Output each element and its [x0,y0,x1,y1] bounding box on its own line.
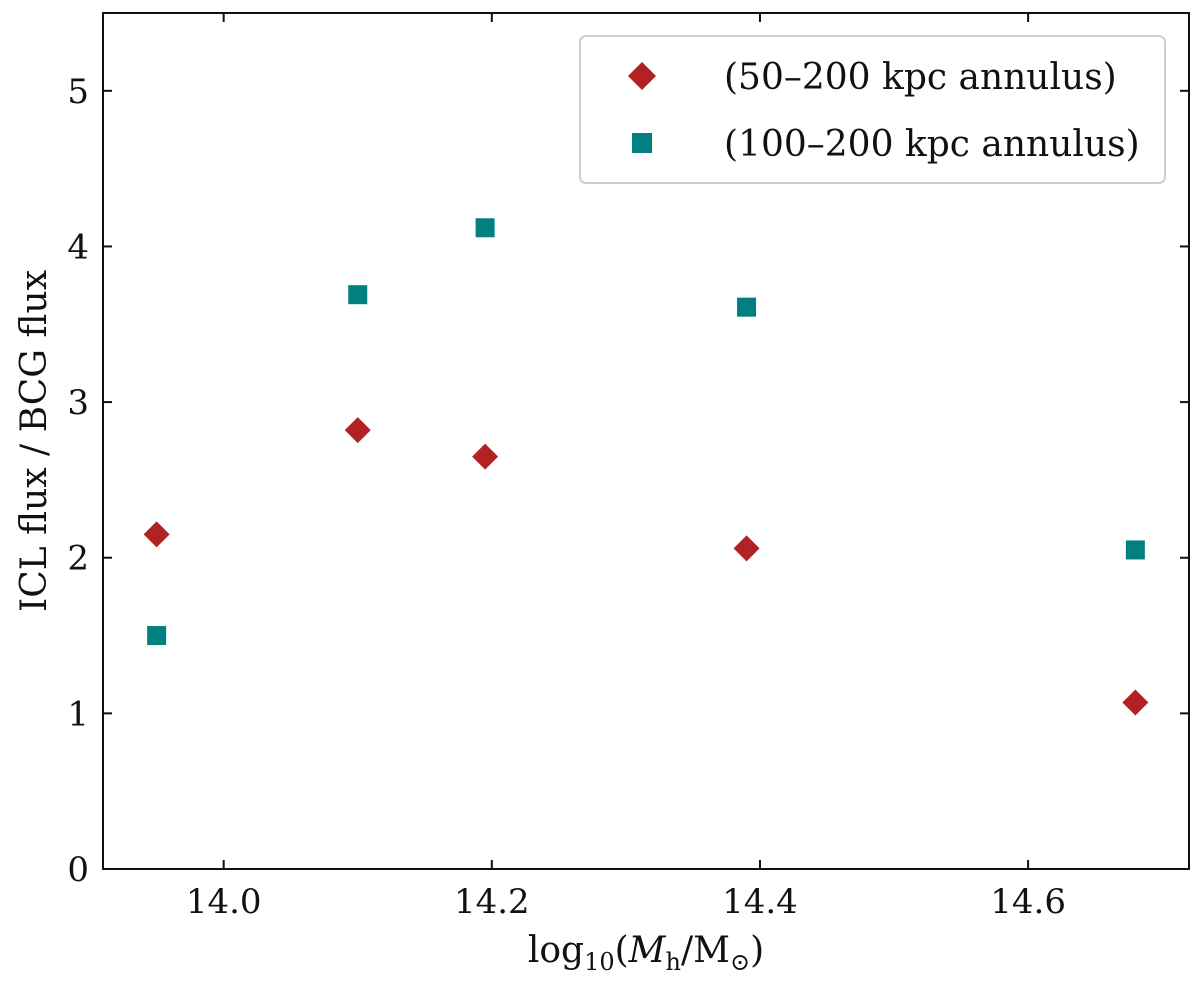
x-tick-label: 14.0 [186,882,262,922]
y-tick-label: 2 [67,539,89,579]
y-tick-label: 0 [67,850,89,890]
y-tick-label: 4 [67,227,89,267]
data-point-diamond [472,443,499,470]
x-tick-label: 14.6 [990,882,1066,922]
y-axis-title: ICL flux / BCG flux [14,270,55,612]
data-point-square [1125,540,1145,560]
data-point-square [348,285,368,305]
data-point-diamond [344,417,371,444]
y-tick-label: 5 [67,72,89,112]
legend: (50–200 kpc annulus) (100–200 kpc annulu… [579,35,1166,184]
x-tick-label: 14.2 [454,882,530,922]
legend-label-series-1: (100–200 kpc annulus) [724,124,1140,165]
data-points [143,218,1149,716]
x-tick-label: 14.4 [722,882,798,922]
data-point-square [147,626,167,646]
legend-box [579,35,1166,184]
legend-label-series-0: (50–200 kpc annulus) [724,57,1117,98]
data-point-diamond [143,521,170,548]
y-tick-label: 1 [67,694,89,734]
plot-frame [102,12,1190,870]
data-point-diamond [733,535,760,562]
y-axis-ticks: 0 1 2 3 4 5 [67,72,1189,890]
data-point-square [475,218,495,238]
y-tick-label: 3 [67,383,89,423]
legend-marker-square [632,133,652,153]
x-axis-ticks: 14.0 14.2 14.4 14.6 [186,13,1066,922]
x-axis-title: log10(Mh/M⊙) [528,930,764,976]
data-point-square [737,297,757,317]
data-point-diamond [1122,689,1149,716]
legend-marker-diamond [628,62,656,90]
